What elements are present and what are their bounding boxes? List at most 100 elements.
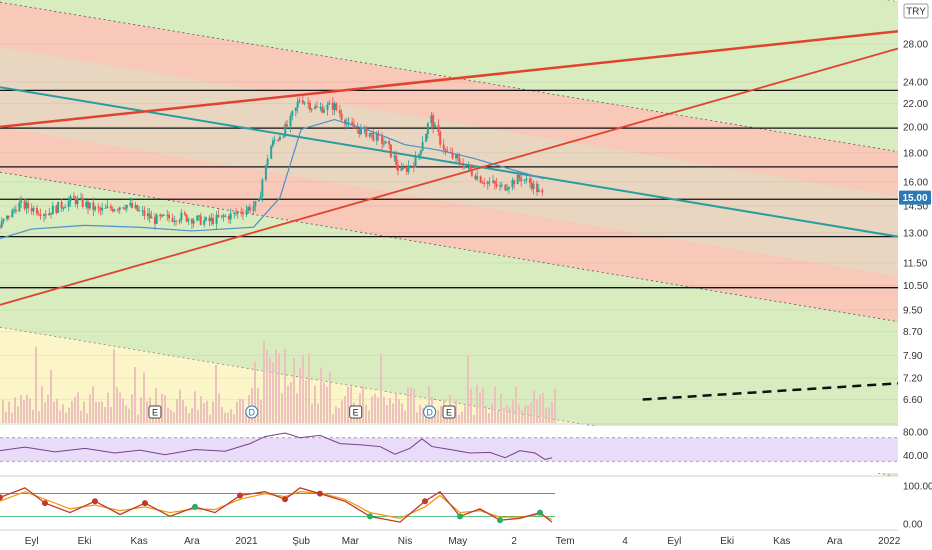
candle-body <box>395 155 398 165</box>
candle-body <box>476 176 479 180</box>
candle-body <box>148 213 151 219</box>
volume-bar <box>347 386 349 423</box>
volume-bar <box>530 402 532 423</box>
x-tick-label: Mar <box>342 536 360 547</box>
candle-body <box>322 109 325 113</box>
candle-body <box>162 214 165 216</box>
candle-body <box>259 196 262 200</box>
volume-bar <box>5 411 7 423</box>
candle-body <box>254 201 257 207</box>
earnings-marker[interactable] <box>148 405 162 419</box>
candle-body <box>418 154 421 157</box>
earnings-marker[interactable] <box>349 405 363 419</box>
candle-body <box>492 180 495 183</box>
candle-body <box>185 214 188 222</box>
volume-bar <box>41 386 43 423</box>
volume-bar <box>263 341 265 423</box>
candle-body <box>122 207 125 209</box>
candle-body <box>536 183 539 192</box>
moving-average-line <box>0 118 545 240</box>
stoch-cross-dot <box>422 498 428 505</box>
stoch-tick-label: 0.00 <box>903 520 923 531</box>
candle-body <box>27 202 30 209</box>
y-tick-label: 6.60 <box>903 395 923 406</box>
volume-bar <box>515 386 517 423</box>
candle-body <box>370 132 373 134</box>
candle-body <box>48 212 51 216</box>
candle-body <box>455 154 458 159</box>
volume-bar <box>293 357 295 423</box>
candle-body <box>310 108 313 110</box>
price-axis[interactable]: 28.00 24.00 22.00 20.00 18.00 16.00 14.50 13.00… <box>898 0 932 550</box>
candle-body <box>23 200 26 209</box>
volume-bar <box>314 385 316 423</box>
volume-bar <box>92 386 94 423</box>
x-tick-label: 4 <box>622 536 628 547</box>
volume-bar <box>422 407 424 423</box>
volume-bar <box>329 371 331 423</box>
volume-bar <box>185 406 187 423</box>
candle-body <box>393 155 396 158</box>
candle-body <box>203 220 206 225</box>
candle-body <box>240 211 243 214</box>
candle-body <box>168 214 171 219</box>
candle-body <box>69 196 72 202</box>
candle-body <box>541 189 544 193</box>
stoch-tick-label: 100.00 <box>903 482 932 493</box>
volume-bar <box>476 385 478 423</box>
candle-body <box>199 215 202 225</box>
dividend-marker[interactable] <box>245 405 259 419</box>
candle-body <box>516 174 519 185</box>
volume-bar <box>524 405 526 423</box>
candle-body <box>488 181 491 183</box>
candle-body <box>13 209 16 211</box>
volume-bar <box>338 408 340 423</box>
volume-bar <box>440 405 442 423</box>
currency-label: TRY <box>906 7 926 18</box>
time-axis[interactable]: Eyl Eki Kas Ara 2021 Şub Mar Nis May 2 Tem 4 Eyl Eki K… <box>25 536 901 547</box>
candle-body <box>57 201 60 213</box>
rsi-pane[interactable] <box>0 426 898 473</box>
dividend-marker[interactable] <box>423 405 437 419</box>
x-tick-label: Kas <box>773 536 790 547</box>
volume-bar <box>101 401 103 423</box>
candle-body <box>520 177 523 182</box>
volume-bar <box>326 386 328 423</box>
candle-body <box>412 165 415 168</box>
volume-bar <box>251 387 253 423</box>
candle-body <box>321 107 324 113</box>
candle-body <box>20 200 23 203</box>
candle-body <box>217 215 220 217</box>
volume-bar <box>320 367 322 423</box>
volume-bar <box>371 396 373 423</box>
candle-body <box>166 214 169 216</box>
candle-body <box>178 220 181 222</box>
candle-body <box>414 156 417 168</box>
volume-bar <box>509 407 511 423</box>
volume-bar <box>8 401 10 423</box>
candle-body <box>331 102 334 110</box>
volume-bar <box>143 372 145 423</box>
currency-box[interactable] <box>903 3 929 19</box>
earnings-marker[interactable] <box>442 405 456 419</box>
stoch-cross-dot <box>192 503 198 510</box>
candle-body <box>215 215 218 224</box>
stochastic-pane[interactable] <box>0 478 898 528</box>
rsi-line <box>0 432 553 461</box>
x-tick-label: Eyl <box>25 536 39 547</box>
candle-body <box>74 197 77 205</box>
candle-body <box>372 132 375 141</box>
y-tick-label: 18.00 <box>903 148 928 159</box>
candle-body <box>183 212 186 215</box>
volume-bar <box>164 395 166 423</box>
volume-bar <box>134 366 136 423</box>
candle-body <box>483 182 486 184</box>
y-tick-label: 28.00 <box>903 40 928 51</box>
stoch-cross-dot <box>92 498 98 505</box>
candle-body <box>136 205 139 211</box>
volume-bar <box>512 399 514 423</box>
volume-bar <box>212 401 214 423</box>
volume-bar <box>260 400 262 423</box>
